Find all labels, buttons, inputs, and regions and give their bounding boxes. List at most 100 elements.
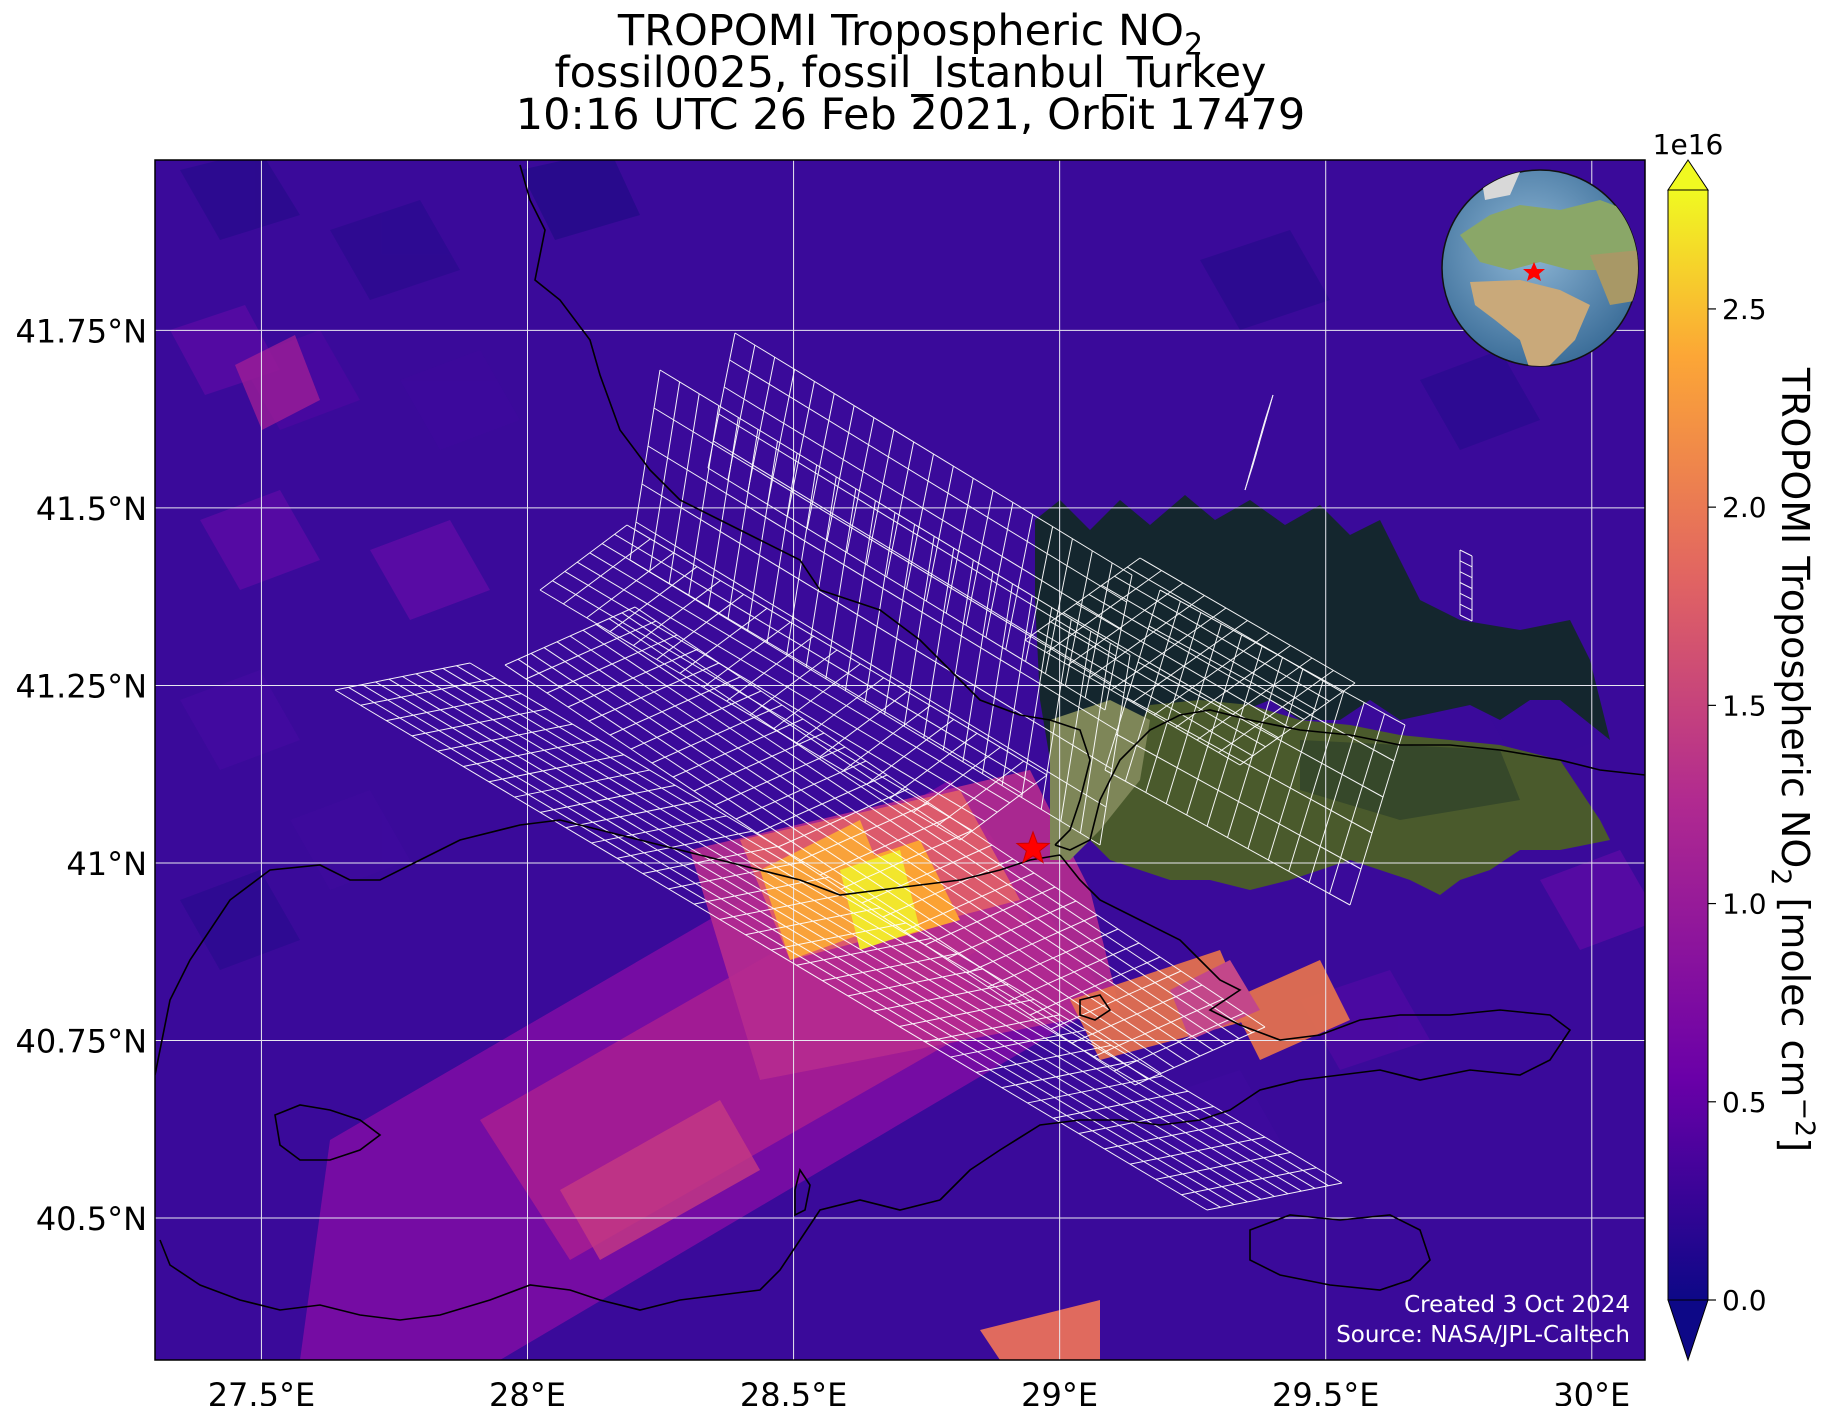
mesh-line [1078,1106,1214,1135]
mesh-line [745,907,881,936]
mesh-line [1060,631,1092,822]
mesh-line [965,490,994,626]
mesh-line [756,774,888,834]
mesh-line [1089,595,1205,678]
mesh-line [1459,571,1473,579]
coastline-iznik-lake [1249,1214,1431,1291]
mesh-line [903,536,935,727]
mesh-line [899,998,1035,1027]
mesh-line [844,500,876,691]
mesh-line [1092,998,1224,1058]
site-star-marker [1015,830,1051,864]
lon-tick-label: 28°E [489,1376,566,1406]
colorbar-tick-label: 1.0 [1722,888,1767,921]
mesh-line [806,393,835,529]
lat-tick-labels: 40.5°N 40.75°N 41°N 41.25°N 41.5°N 41.75°N [15,312,147,1238]
mesh-line [1459,603,1473,611]
mesh-line [1288,691,1345,872]
map-frame [154,159,1646,1361]
mesh-line [1050,970,1182,1030]
map-panel: Created 3 Oct 2024 Source: NASA/JPL-Calt… [155,160,1645,1360]
mesh-line [488,754,624,783]
mesh-line [1110,607,1227,691]
emit-footprint-mesh [539,524,1048,841]
colorbar-tick-label: 2.5 [1722,293,1767,326]
mesh-line [719,891,855,920]
mesh-line [866,719,954,785]
coastline-marmara-south [159,1199,941,1321]
mesh-line [962,571,994,762]
mesh-line [861,844,993,904]
mesh-line [770,922,907,951]
emit-footprint-mesh [1459,549,1473,622]
mesh-line [825,488,857,679]
mesh-line [1067,582,1184,666]
lat-tick-label: 41°N [66,845,147,883]
mesh-line [796,937,932,966]
mesh-line [1267,679,1324,861]
colorbar-tick-label: 0.0 [1722,1284,1767,1317]
mesh-line [1459,592,1473,600]
mesh-line [693,732,825,792]
mesh-line [463,738,599,767]
coastline-izmit-gulf [939,854,1572,1201]
mesh-line [826,405,855,541]
mesh-line [747,357,776,493]
mesh-line [540,784,676,813]
coastline-princes-islands [1079,994,1112,1021]
mesh-line [966,914,1098,974]
mesh-line [1113,1012,1245,1072]
coastline-islet [794,1168,811,1217]
colorbar-tick-label: 0.5 [1722,1086,1767,1119]
mesh-line [360,677,496,706]
mesh-line [942,559,974,751]
mesh-line [525,620,657,680]
mesh-line [1025,526,1054,662]
mesh-line [1308,702,1365,883]
mesh-line [976,1044,1112,1073]
title-line-3: 10:16 UTC 26 Feb 2021, Orbit 17479 [515,90,1306,140]
mesh-line [1459,582,1473,589]
satellite-imagery-tile [1035,495,1610,895]
mesh-line [642,846,778,875]
lat-tick-label: 40.5°N [36,1200,147,1238]
mesh-line [1024,557,1141,641]
mesh-line [1040,619,1072,810]
mesh-line [672,718,804,778]
mesh-line [924,886,1056,946]
mesh-line [882,858,1014,918]
mesh-line [925,466,954,602]
mesh-line [1046,570,1162,653]
mesh-line [609,676,741,736]
mesh-line [945,900,1077,960]
coastlines [155,164,1645,1321]
lat-tick-label: 41.25°N [15,667,147,705]
colorbar-extend-min [1667,1299,1709,1362]
mesh-line [950,1029,1086,1058]
mesh-line [563,538,651,605]
coastline-marmara-island [274,1104,382,1161]
mesh-line [889,732,978,799]
emit-footprints [334,332,1473,1211]
mesh-line [819,691,908,758]
colorbar-multiplier: 1e16 [1653,128,1724,161]
mesh-line [805,476,837,667]
mesh-line [1029,956,1161,1016]
emit-footprint-mesh [1024,557,1356,766]
colorbar-extend-max [1667,159,1709,191]
mesh-line [1349,724,1406,906]
mesh-line [1165,623,1222,804]
mesh-line [565,800,701,829]
mesh-line [864,512,896,703]
coastline-marmara-north [155,819,1061,1076]
mesh-line [1459,549,1473,557]
mesh-line [843,705,931,771]
colorbar-gradient [1667,189,1709,1301]
mesh-line [798,802,930,862]
mesh-line [1104,589,1161,771]
mesh-line [959,774,1048,841]
mesh-line [727,345,756,481]
lon-tick-label: 30°E [1553,1376,1630,1406]
mesh-line [767,369,796,505]
